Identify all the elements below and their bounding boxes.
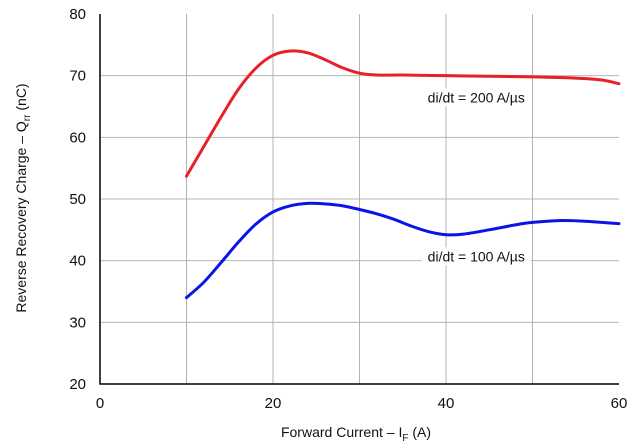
y-tick-label: 30 <box>69 314 86 331</box>
y-tick-label: 50 <box>69 191 86 208</box>
annotation-background <box>421 247 531 266</box>
x-tick-label: 40 <box>438 395 455 412</box>
x-tick-label: 60 <box>611 395 628 412</box>
y-tick-label: 40 <box>69 253 86 270</box>
annotation-100: di/dt = 100 A/µs <box>428 248 525 264</box>
series-line-100 <box>185 201 621 300</box>
annotation-background <box>421 88 531 107</box>
axes <box>99 14 619 385</box>
annotations: di/dt = 200 A/µs di/dt = 100 A/µs <box>421 88 531 266</box>
x-tick-label: 20 <box>265 395 282 412</box>
tick-labels: 0 20 40 60 20 30 40 50 60 70 80 <box>69 6 627 412</box>
x-tick-label: 0 <box>96 395 104 412</box>
series-line-200 <box>185 49 621 178</box>
annotation-200: di/dt = 200 A/µs <box>428 89 525 105</box>
x-axis-label: Forward Current – IF (A) <box>281 424 431 444</box>
series-group <box>185 49 621 300</box>
grid <box>100 14 619 384</box>
y-tick-label: 20 <box>69 376 86 393</box>
y-tick-label: 60 <box>69 129 86 146</box>
y-axis-label: Reverse Recovery Charge – Qrr (nC) <box>13 83 33 312</box>
y-tick-label: 80 <box>69 6 86 23</box>
y-tick-label: 70 <box>69 68 86 85</box>
